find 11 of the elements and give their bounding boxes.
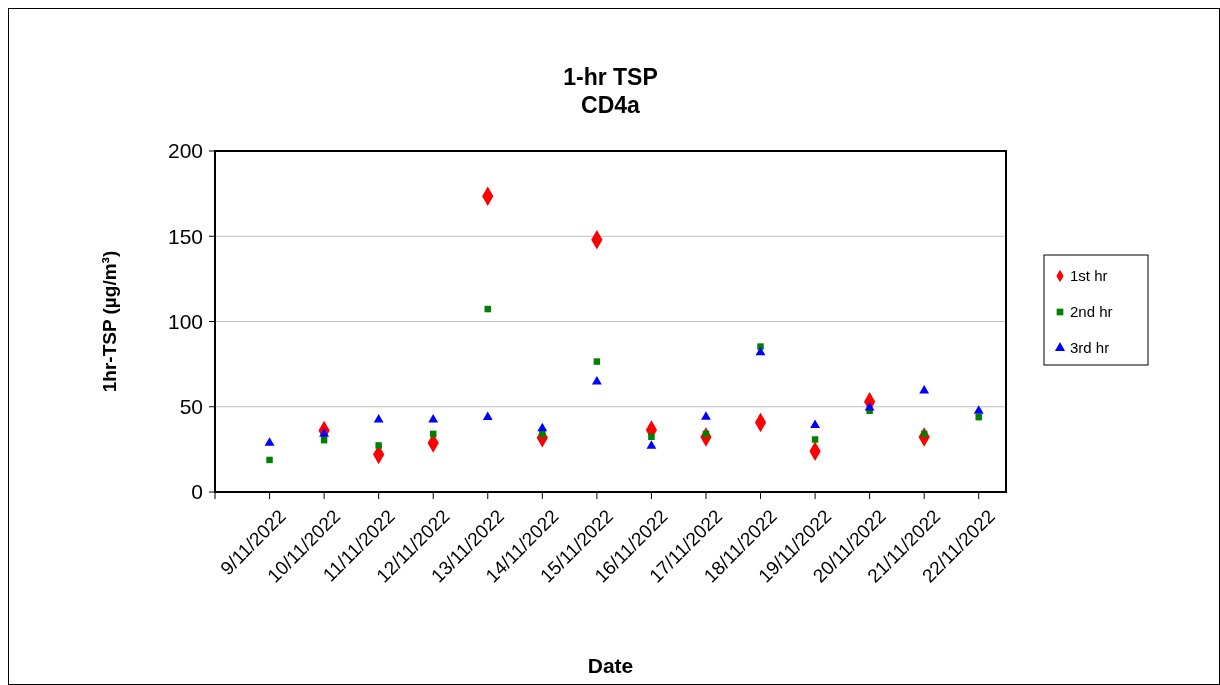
legend-label: 3rd hr bbox=[1070, 339, 1110, 357]
y-tick-label: 100 bbox=[167, 309, 203, 333]
legend-label: 1st hr bbox=[1070, 267, 1108, 285]
chart-title: 1-hr TSP CD4a bbox=[563, 64, 658, 118]
y-tick-label: 200 bbox=[167, 139, 203, 163]
legend-label: 2nd hr bbox=[1070, 303, 1113, 321]
x-axis-title: Date bbox=[587, 654, 634, 677]
y-tick-label: 50 bbox=[179, 395, 203, 419]
y-tick-label: 0 bbox=[191, 480, 203, 504]
y-tick-label: 150 bbox=[167, 224, 203, 248]
y-axis-title: 1hr-TSP (µg/m³) bbox=[99, 250, 120, 393]
